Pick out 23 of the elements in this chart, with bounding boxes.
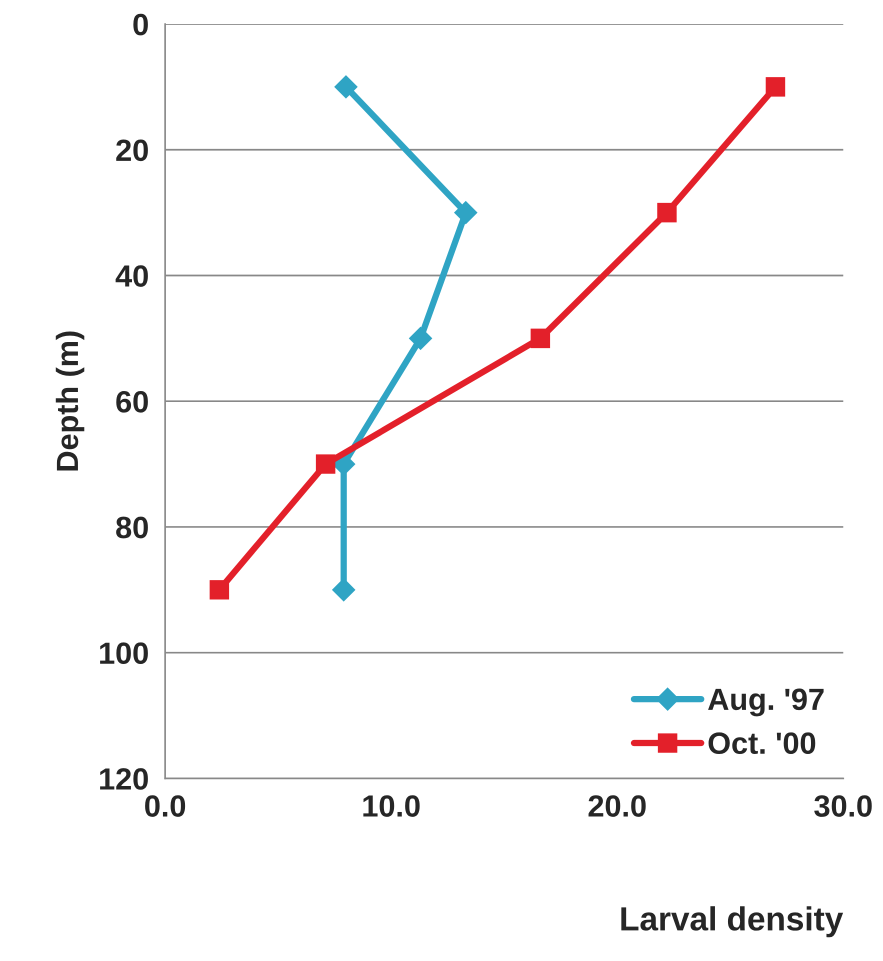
point xyxy=(409,326,432,350)
x-axis-title: Larval density xyxy=(621,906,844,938)
x-tick-label: 10.0 xyxy=(363,795,420,817)
point xyxy=(766,77,786,97)
y-tick-label: 100 xyxy=(100,642,148,664)
y-tick-label: 60 xyxy=(116,390,148,413)
point xyxy=(454,201,478,224)
x-tick-label: 30.0 xyxy=(814,795,872,817)
point xyxy=(530,328,550,348)
legend-label: Oct. '00 xyxy=(708,732,816,754)
point xyxy=(334,75,358,98)
x-tick-label: 0.0 xyxy=(145,795,186,817)
y-tick-label: 20 xyxy=(116,139,148,162)
x-tick-label: 20.0 xyxy=(588,795,646,817)
y-tick-label: 80 xyxy=(116,516,148,538)
y-tick-label: 0 xyxy=(133,14,148,36)
point xyxy=(210,580,230,600)
point xyxy=(316,454,336,474)
y-tick-label: 40 xyxy=(116,265,148,287)
y-tick-label: 120 xyxy=(100,768,148,790)
legend-label: Aug. '97 xyxy=(708,688,824,716)
point xyxy=(657,202,677,222)
y-axis-title: Depth (m) xyxy=(56,331,84,470)
